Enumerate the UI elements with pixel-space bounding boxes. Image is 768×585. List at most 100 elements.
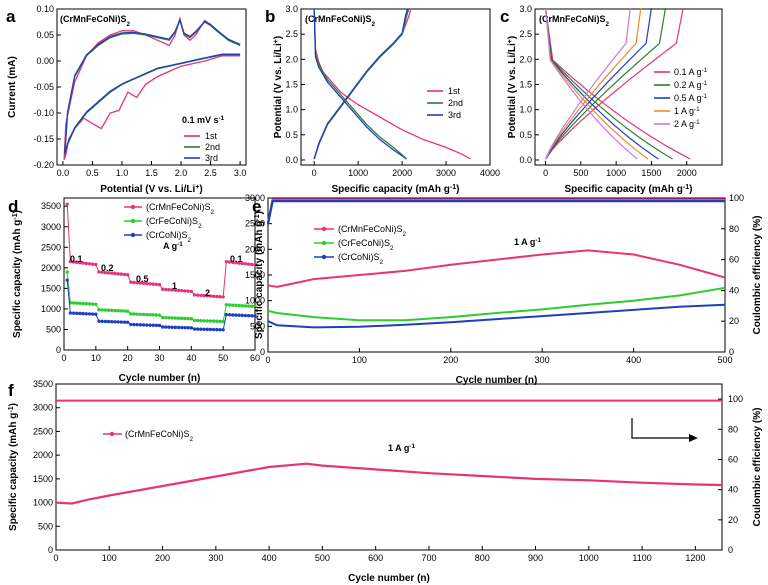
panel-label: d [8, 197, 18, 216]
rate-point [250, 304, 254, 308]
rate-point [231, 303, 235, 307]
rate-point [250, 262, 254, 267]
scan-rate-label: 0.1 mV s-1 [182, 115, 225, 126]
rate-point [208, 327, 213, 332]
rate-point [173, 316, 178, 320]
rate-point [141, 312, 146, 317]
y-tick-label: 0.5 [285, 130, 298, 140]
rate-point [151, 282, 155, 286]
rate-point [81, 311, 85, 316]
rate-point [132, 280, 136, 285]
y-tick-label: 3500 [33, 379, 53, 389]
capacity-line [55, 462, 723, 505]
x-tick-label: 1000 [579, 553, 599, 563]
rate-point [113, 308, 117, 313]
rate-point [125, 320, 130, 324]
rate-point [84, 261, 88, 266]
rate-point [196, 318, 200, 323]
rate-point [138, 323, 143, 327]
y-tick-label: 1500 [245, 270, 265, 280]
y-tick-label: 3500 [41, 201, 61, 211]
y-tick-label: 3000 [33, 403, 53, 413]
rate-point [211, 327, 216, 332]
rate-point [173, 325, 178, 330]
rate-point [119, 309, 124, 313]
x-tick-label: 50 [218, 353, 228, 363]
rate-point [183, 316, 187, 321]
legend-label: (CrFeCoNi)S2 [338, 238, 394, 252]
rate-point [208, 294, 213, 298]
panel-e: 0 100 200 300 400 500050010001500200025003000… [245, 193, 763, 386]
rate-label: 2 [205, 288, 210, 298]
rate-point [231, 313, 235, 317]
plot-frame [55, 383, 723, 551]
y2-tick-label: 20 [728, 515, 738, 525]
x-tick-label: 30 [154, 353, 164, 363]
arrow-head-icon [689, 434, 698, 442]
x-tick-label: 300 [535, 355, 550, 365]
rate-point [215, 319, 219, 323]
y-tick-label: 0.10 [36, 4, 54, 14]
y2-tick-label: 100 [729, 193, 744, 203]
rate-point [148, 282, 152, 286]
rate-point [180, 288, 184, 293]
rate-point [221, 295, 225, 299]
charge-line-0 [545, 7, 684, 160]
x-tick-label: 500 [717, 355, 732, 365]
y-axis-label: Specific capacity (mAh g-1) [12, 210, 24, 338]
rate-point [113, 271, 117, 276]
rate-point [157, 313, 162, 317]
legend-label: 1 A g-1 [674, 106, 700, 117]
x-tick-label: 3.0 [234, 168, 247, 178]
rate-point [103, 308, 108, 312]
y-tick-label: 0.05 [36, 30, 54, 40]
panel-a: 0.0 0.5 1.0 1.5 2.0 2.5 3.0 -0.20 -0.15 -0.10 -0.0… [6, 4, 247, 195]
rate-point [253, 304, 257, 309]
capacity-line-0 [267, 249, 726, 288]
rate-point [202, 327, 206, 332]
rate-point [186, 326, 190, 330]
rate-point [221, 319, 225, 324]
rate-point [215, 327, 219, 332]
rate-point [97, 270, 101, 274]
discharge-line-1 [545, 8, 673, 160]
rate-point [243, 262, 248, 266]
rate-point [240, 304, 244, 308]
y2-axis-label: Coulombic efficiency (%) [752, 408, 763, 527]
rate-point [94, 312, 98, 316]
current-density-label: 1 A g-1 [514, 237, 541, 248]
legend-label: 0.5 A g-1 [674, 93, 708, 104]
panel-label: a [6, 7, 16, 26]
rate-point [75, 311, 79, 316]
rate-point [189, 289, 194, 294]
rate-point [237, 313, 241, 317]
y-tick-label: 1500 [33, 474, 53, 484]
x-tick-label: 0.5 [86, 168, 99, 178]
y-tick-label: 2000 [41, 263, 61, 273]
rate-point [116, 272, 120, 276]
rate-point [176, 325, 181, 330]
rate-point [180, 325, 184, 330]
rate-point [192, 293, 197, 297]
rate-point [224, 312, 229, 317]
rate-point [106, 308, 111, 312]
rate-point [135, 323, 139, 327]
rate-point [106, 319, 111, 324]
discharge-line-2 [545, 8, 659, 160]
rate-point [189, 326, 194, 330]
charge-line-2 [545, 7, 652, 160]
y-tick-label: 2.5 [519, 29, 532, 39]
panel-label: f [8, 381, 14, 400]
y-tick-label: -0.15 [33, 134, 54, 144]
y-tick-label: 2500 [245, 219, 265, 229]
x-tick-label: 40 [186, 353, 196, 363]
y-tick-label: 1000 [33, 498, 53, 508]
legend-label: 2nd [448, 98, 463, 108]
x-tick-label: 400 [626, 355, 641, 365]
y-tick-label: 0 [48, 545, 53, 555]
rate-point [65, 270, 69, 274]
plot-frame [300, 8, 491, 166]
rate-point [81, 301, 85, 306]
x-tick-label: 3000 [436, 168, 456, 178]
rate-point [243, 304, 248, 308]
